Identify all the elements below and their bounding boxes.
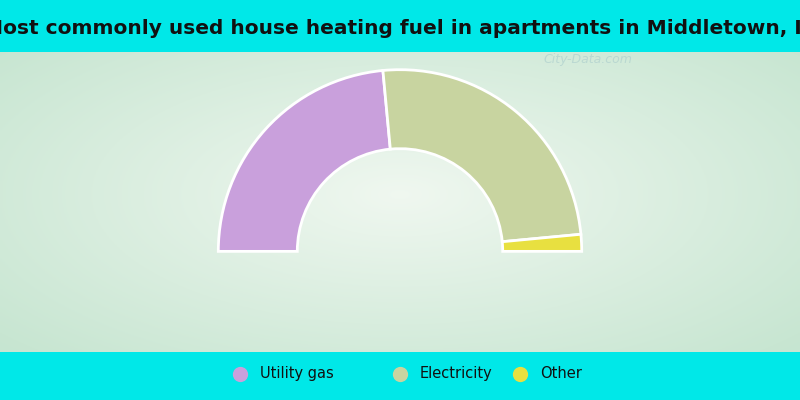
Text: Most commonly used house heating fuel in apartments in Middletown, IA: Most commonly used house heating fuel in… xyxy=(0,19,800,38)
Wedge shape xyxy=(218,70,390,251)
Text: Electricity: Electricity xyxy=(420,366,493,381)
Text: Utility gas: Utility gas xyxy=(260,366,334,381)
Wedge shape xyxy=(383,70,581,242)
Text: Other: Other xyxy=(540,366,582,381)
Text: City-Data.com: City-Data.com xyxy=(543,54,632,66)
Wedge shape xyxy=(502,234,582,251)
